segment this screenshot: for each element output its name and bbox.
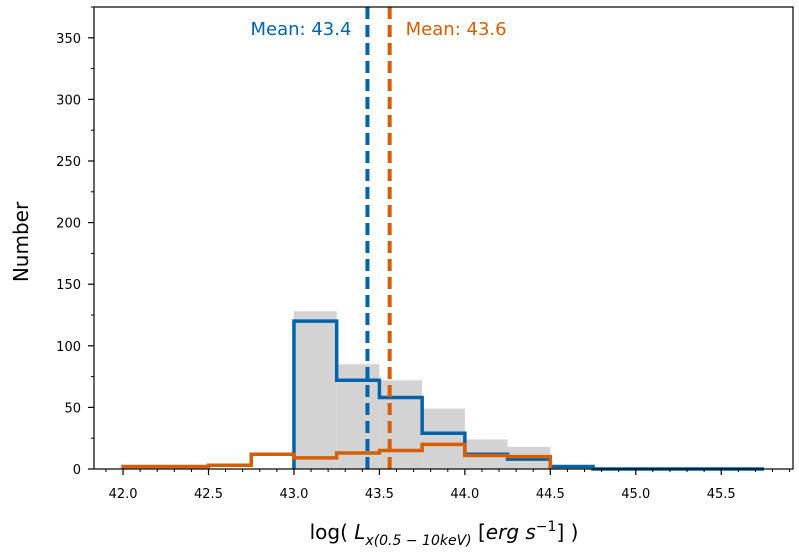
y-tick-label: 50 [64,401,81,416]
y-tick-label: 100 [56,340,81,355]
y-tick-label: 300 [56,93,81,108]
y-tick-label: 150 [56,278,81,293]
mean-label-0: Mean: 43.4 [251,19,352,40]
x-tick-label: 45.0 [621,487,650,502]
x-tick-label: 44.0 [450,487,479,502]
ticks-layer: 42.0 42.5 43.0 43.5 44.0 44.5 45.0 45.5 0 50 100 15… [56,6,791,502]
plot-border [93,6,794,470]
x-tick-label: 43.0 [279,487,308,502]
histogram-bar [293,311,337,469]
step-series-line-2 [121,442,553,469]
x-axis-label: log( Lx(0.5 − 10keV) [erg s−1] ) [310,519,579,549]
x-tick-label: 43.5 [365,487,394,502]
histogram-bar [379,380,423,469]
x-tick-label: 42.5 [194,487,223,502]
y-tick-label: 200 [56,217,81,232]
histogram-bar [422,408,465,469]
x-tick-label: 45.5 [707,487,736,502]
y-tick-label: 350 [56,32,81,47]
y-tick-label: 0 [73,463,81,478]
axes-frame [93,6,794,470]
y-axis-label: Number [9,201,33,282]
x-tick-label: 44.5 [536,487,565,502]
mean-lines-layer: Mean: 43.4 Mean: 43.6 [251,7,507,469]
y-tick-label: 250 [56,155,81,170]
x-tick-label: 42.0 [109,487,138,502]
mean-label-1: Mean: 43.6 [406,19,507,40]
